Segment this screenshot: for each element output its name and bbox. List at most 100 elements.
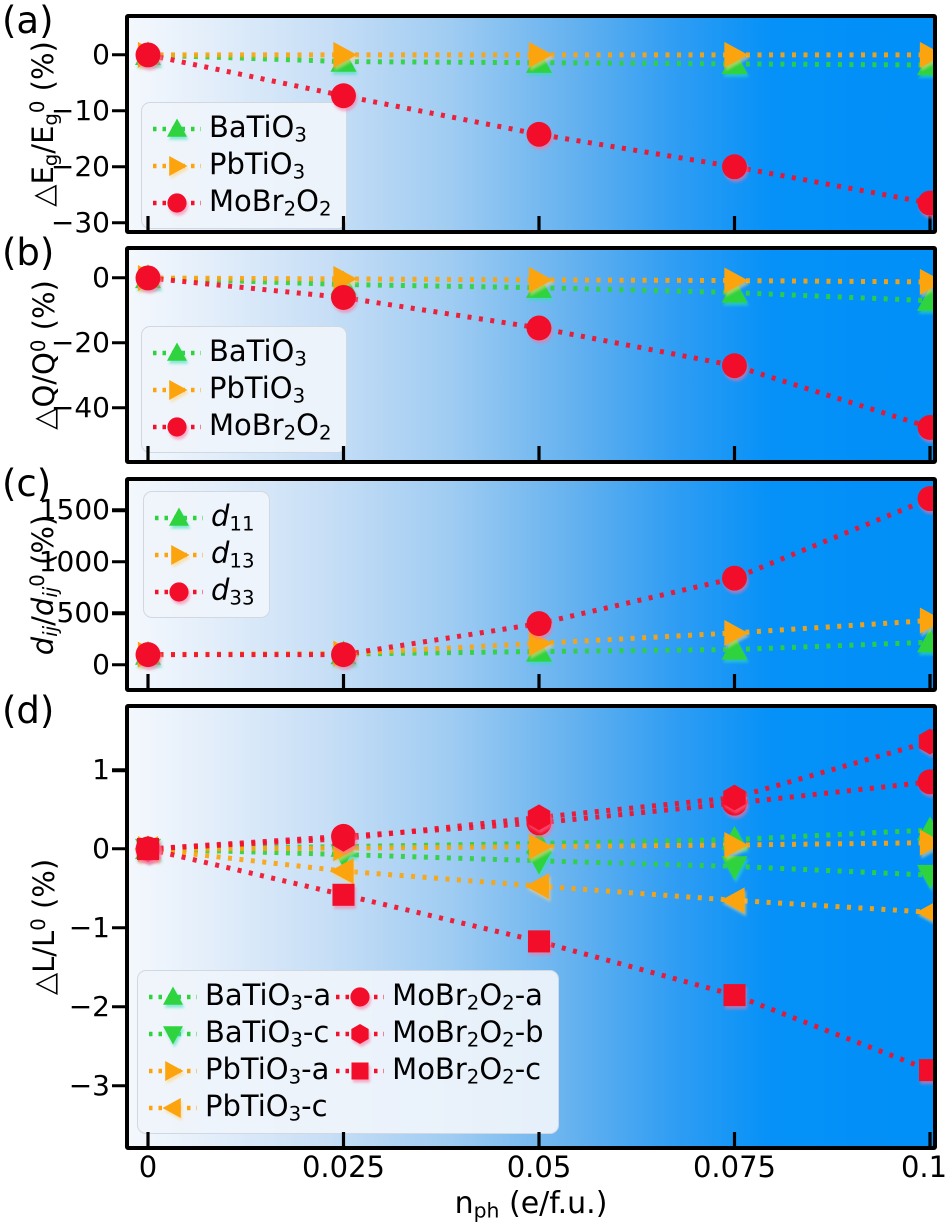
data-point-marker bbox=[526, 315, 552, 341]
legend-label: BaTiO3-c bbox=[205, 1015, 330, 1052]
legend-label: PbTiO3 bbox=[209, 371, 306, 408]
legend-item-MoBr2O2-a: MoBr2O2-a bbox=[333, 978, 543, 1015]
legend-marker-triangle-up-icon bbox=[153, 118, 201, 137]
legend-item-BaTiO3-a: BaTiO3-a bbox=[146, 978, 331, 1015]
x-tick-mark bbox=[146, 1132, 150, 1146]
y-tick-mark bbox=[112, 406, 125, 410]
y-tick-label: 0 bbox=[92, 37, 110, 71]
data-point-marker bbox=[135, 642, 161, 668]
legend-label: BaTiO3 bbox=[209, 110, 307, 147]
legend-item-MoBr2O2: MoBr2O2 bbox=[150, 184, 332, 221]
data-point-marker bbox=[525, 873, 550, 900]
data-point-marker bbox=[527, 930, 551, 953]
data-point-marker bbox=[165, 1060, 184, 1081]
data-point-marker bbox=[917, 190, 933, 216]
x-tick-mark bbox=[928, 674, 932, 688]
x-tick-mark bbox=[146, 446, 150, 460]
x-tick-mark bbox=[537, 1132, 541, 1146]
y-tick-label: −20 bbox=[50, 149, 110, 183]
y-tick-label: 0 bbox=[92, 647, 110, 681]
legend-item-PbTiO3: PbTiO3 bbox=[150, 371, 332, 408]
legend-label: MoBr2O2-a bbox=[392, 978, 543, 1015]
legend-item-d33: d33 bbox=[152, 573, 255, 610]
data-point-marker bbox=[136, 837, 160, 861]
plot-canvas-a bbox=[135, 41, 933, 230]
panel-letter-a: (a) bbox=[2, 0, 54, 42]
x-tick-mark bbox=[341, 1132, 346, 1146]
data-point-marker bbox=[167, 416, 187, 437]
legend-label: PbTiO3-a bbox=[205, 1052, 330, 1089]
legend-item-MoBr2O2-b: MoBr2O2-b bbox=[333, 1015, 544, 1052]
data-point-marker bbox=[169, 581, 189, 602]
legend-item-MoBr2O2-c: MoBr2O2-c bbox=[333, 1052, 543, 1089]
data-point-marker bbox=[528, 833, 553, 860]
data-point-marker bbox=[169, 155, 188, 176]
x-tick-label: 0.05 bbox=[506, 1150, 572, 1184]
x-tick-label: 0.1 bbox=[900, 1150, 948, 1184]
data-point-marker bbox=[724, 41, 749, 68]
y-tick-label: −10 bbox=[50, 93, 110, 127]
legend-label: PbTiO3-c bbox=[205, 1089, 328, 1126]
y-tick-label: −20 bbox=[50, 325, 110, 359]
legend-marker-circle-icon bbox=[336, 986, 385, 1007]
y-tick-mark bbox=[112, 109, 125, 113]
data-point-marker bbox=[333, 265, 358, 292]
legend-marker-triangle-right-icon bbox=[155, 544, 203, 565]
legend-marker-square-icon bbox=[336, 1062, 385, 1079]
x-tick-mark bbox=[732, 674, 737, 688]
data-point-marker bbox=[331, 83, 356, 109]
y-tick-mark bbox=[112, 53, 125, 57]
data-point-marker bbox=[135, 42, 161, 68]
data-point-marker bbox=[526, 611, 552, 637]
x-axis-label: nph (e/f.u.) bbox=[454, 1186, 608, 1223]
panel-a-plot: BaTiO3 PbTiO3 MoBr2O2 bbox=[125, 14, 937, 234]
panel-letter-d: (d) bbox=[2, 689, 55, 732]
plot-canvas-c bbox=[135, 486, 933, 688]
data-point-marker bbox=[332, 883, 355, 906]
x-tick-mark bbox=[732, 1132, 737, 1146]
legend-item-d13: d13 bbox=[152, 536, 255, 573]
data-point-marker bbox=[721, 856, 748, 881]
y-tick-label: −30 bbox=[50, 205, 110, 239]
y-tick-mark bbox=[112, 1084, 125, 1088]
data-point-marker bbox=[351, 1062, 369, 1079]
y-tick-mark bbox=[112, 847, 125, 851]
y-tick-mark bbox=[112, 276, 125, 280]
panel-b-plot: BaTiO3 PbTiO3 MoBr2O2 bbox=[125, 246, 937, 464]
y-tick-label: −1 bbox=[68, 910, 110, 944]
panel-c-row: (c) dij/dij0 (%) d11 d13 d33 0 500 1000 1500 bbox=[0, 463, 949, 692]
data-point-marker bbox=[167, 342, 187, 361]
x-tick-mark bbox=[146, 216, 150, 230]
panel-b-row: (b) △Q/Q0 (%) BaTiO3 PbTiO3 MoBr2O2 0 −20 −4… bbox=[0, 232, 949, 464]
data-point-marker bbox=[171, 544, 190, 565]
data-point-marker bbox=[163, 986, 183, 1005]
legend-a: BaTiO3 PbTiO3 MoBr2O2 bbox=[141, 102, 347, 229]
y-tick-mark bbox=[112, 611, 125, 616]
legend-label: d13 bbox=[211, 536, 255, 573]
x-tick-mark bbox=[537, 674, 541, 688]
y-tick-label: −2 bbox=[68, 989, 110, 1023]
x-tick-mark bbox=[537, 216, 541, 230]
panel-d-plot: BaTiO3-a BaTiO3-c PbTiO3-a PbTiO3-c MoBr2O2-… bbox=[125, 704, 937, 1150]
y-tick-label: 1000 bbox=[38, 544, 110, 578]
data-point-marker bbox=[135, 265, 161, 291]
x-tick-mark bbox=[928, 1132, 932, 1146]
x-tick-mark bbox=[732, 216, 737, 230]
x-tick-mark bbox=[146, 674, 150, 688]
data-point-marker bbox=[167, 192, 187, 213]
legend-label: MoBr2O2-b bbox=[392, 1015, 544, 1052]
data-point-marker bbox=[526, 121, 552, 147]
data-point-marker bbox=[721, 635, 748, 660]
data-point-marker bbox=[163, 1025, 183, 1044]
panel-letter-b: (b) bbox=[2, 231, 55, 274]
plot-canvas-d bbox=[134, 728, 933, 1146]
x-tick-mark bbox=[341, 446, 346, 460]
panel-c-plot: d11 d13 d33 bbox=[125, 477, 937, 692]
legend-marker-hexagon-icon bbox=[336, 1023, 385, 1044]
legend-item-PbTiO3-c: PbTiO3-c bbox=[146, 1089, 331, 1126]
data-point-marker bbox=[333, 41, 358, 68]
data-point-marker bbox=[917, 628, 933, 653]
data-point-marker bbox=[722, 353, 747, 379]
data-point-marker bbox=[919, 268, 933, 295]
y-tick-label: 0 bbox=[92, 260, 110, 294]
